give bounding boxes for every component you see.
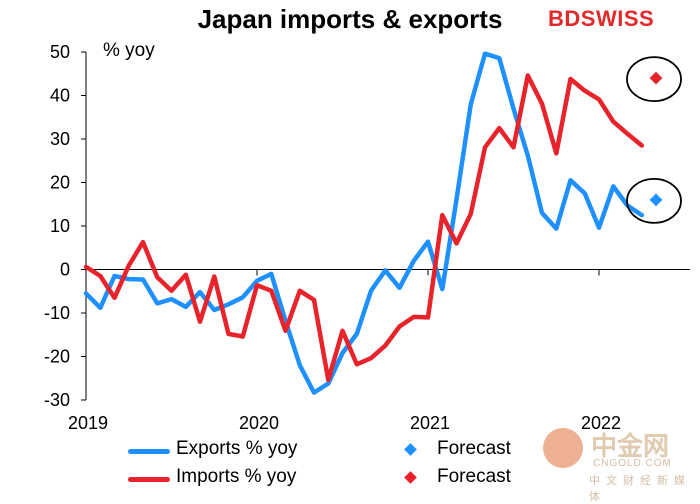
legend-forecast-marker-exports [404, 443, 417, 456]
brand-logo: BDSWISS [548, 6, 654, 32]
legend-row-exports: Exports % yoy Forecast [128, 438, 688, 464]
y-tick-label: 30 [50, 129, 70, 149]
x-tick-label: 2021 [410, 413, 450, 433]
legend-line-imports [128, 477, 170, 482]
legend-row-imports: Imports % yoy Forecast [128, 466, 688, 492]
watermark-sub: CNGOLD.COM [593, 458, 672, 469]
legend-forecast-label-exports: Forecast [437, 438, 511, 459]
watermark-logo-icon [543, 428, 583, 468]
watermark-sub2: 中文财经新媒体 [589, 474, 691, 503]
y-tick-label: 40 [50, 86, 70, 106]
y-tick-label: 10 [50, 216, 70, 236]
forecast-circle-exports [626, 177, 682, 224]
legend-line-exports [128, 449, 170, 454]
x-tick-label: 2022 [581, 413, 621, 433]
y-axis-unit-label: % yoy [103, 40, 155, 61]
watermark-main: 中金网 [591, 432, 670, 462]
forecast-marker-exports [649, 193, 663, 207]
chart-marks [83, 51, 682, 395]
x-tick-label: 2019 [68, 413, 108, 433]
forecast-circle-imports [626, 56, 682, 102]
legend-label-imports: Imports % yoy [176, 466, 297, 487]
x-tick-label: 2020 [239, 413, 279, 433]
y-tick-label: -20 [44, 347, 70, 367]
brand-prefix: BD [548, 6, 581, 31]
chart-axes: -30 -20 -10 0 10 20 30 40 50 2019 2020 2021 2022 [44, 42, 690, 433]
forecast-marker-imports [649, 71, 663, 85]
y-tick-label: -10 [44, 303, 70, 323]
legend-forecast-marker-imports [404, 471, 417, 484]
legend-forecast-label-imports: Forecast [437, 466, 511, 487]
y-tick-label: 50 [50, 42, 70, 62]
watermark: 中金网 CNGOLD.COM 中文财经新媒体 [543, 426, 693, 503]
y-tick-label: 0 [60, 260, 70, 280]
brand-name: SWISS [580, 6, 655, 31]
y-tick-label: 20 [50, 173, 70, 193]
series-line-exports [83, 51, 645, 395]
y-tick-label: -30 [44, 390, 70, 410]
chart-title: Japan imports & exports [197, 4, 503, 34]
series-line-imports [83, 73, 645, 383]
legend-label-exports: Exports % yoy [176, 438, 298, 459]
